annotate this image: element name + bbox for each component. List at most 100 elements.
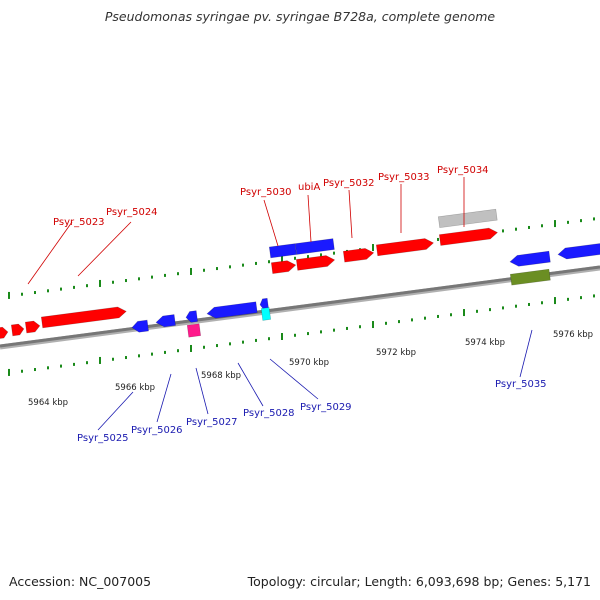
bottom-tick-mark	[86, 361, 88, 365]
gene-arrow[interactable]	[10, 323, 25, 337]
bottom-tick-mark	[8, 368, 10, 376]
gene-leader-line	[237, 362, 264, 407]
gene-arrow[interactable]	[131, 319, 149, 333]
bottom-tick-mark	[554, 297, 556, 305]
gene-label-Psyr_5023[interactable]: Psyr_5023	[53, 217, 105, 228]
bottom-tick-mark	[255, 338, 257, 342]
gene-arrow[interactable]	[438, 227, 499, 246]
ruler-label: 5968 kbp	[201, 371, 241, 381]
top-tick-mark	[320, 253, 322, 257]
gene-leader-line	[27, 221, 73, 285]
bottom-tick-mark	[593, 294, 595, 298]
gene-arrow[interactable]	[206, 301, 258, 319]
top-tick-mark	[8, 291, 10, 299]
gene-arrow[interactable]	[155, 314, 176, 328]
top-tick-mark	[190, 267, 192, 275]
bottom-tick-mark	[567, 297, 569, 301]
top-tick-mark	[164, 273, 166, 277]
gene-arrow[interactable]	[509, 250, 551, 267]
bottom-tick-mark	[73, 362, 75, 366]
gene-label-Psyr_5030[interactable]: Psyr_5030	[240, 187, 292, 198]
bottom-tick-mark	[346, 326, 348, 330]
gene-label-Psyr_5024[interactable]: Psyr_5024	[106, 207, 158, 218]
top-tick-mark	[567, 220, 569, 224]
bottom-tick-mark	[125, 356, 127, 360]
gene-leader-line	[307, 194, 312, 243]
bottom-tick-mark	[138, 354, 140, 358]
top-tick-mark	[73, 285, 75, 289]
top-tick-mark	[372, 244, 374, 252]
top-tick-mark	[47, 289, 49, 293]
bottom-tick-mark	[190, 344, 192, 352]
top-tick-mark	[580, 219, 582, 223]
bottom-tick-mark	[528, 302, 530, 306]
bottom-tick-mark	[424, 316, 426, 320]
bottom-tick-mark	[281, 333, 283, 341]
bottom-tick-mark	[268, 337, 270, 341]
top-tick-mark	[515, 227, 517, 231]
bottom-tick-mark	[164, 350, 166, 354]
gene-arrow[interactable]	[40, 306, 127, 329]
gene-label-ubiA[interactable]: ubiA	[298, 182, 320, 193]
gene-label-Psyr_5035[interactable]: Psyr_5035	[495, 379, 547, 390]
bottom-tick-mark	[476, 309, 478, 313]
gene-box[interactable]	[294, 238, 335, 255]
bottom-tick-mark	[489, 308, 491, 312]
gene-arrow[interactable]	[342, 247, 375, 263]
accession-label: Accession: NC_007005	[9, 574, 152, 589]
gene-leader-line	[519, 329, 533, 378]
bottom-tick-mark	[60, 364, 62, 368]
gene-label-Psyr_5032[interactable]: Psyr_5032	[323, 178, 375, 189]
gene-leader-line	[77, 221, 132, 277]
gene-arrow[interactable]	[295, 254, 336, 271]
top-tick-mark	[21, 292, 23, 296]
bottom-tick-mark	[216, 344, 218, 348]
top-tick-mark	[125, 279, 127, 283]
gene-arrow[interactable]	[259, 297, 269, 311]
ruler-label: 5972 kbp	[376, 348, 416, 358]
gene-label-Psyr_5026[interactable]: Psyr_5026	[131, 425, 183, 436]
gene-arrow[interactable]	[24, 320, 41, 334]
top-tick-mark	[229, 265, 231, 269]
gene-leader-line	[97, 391, 134, 431]
gene-arrow[interactable]	[557, 242, 600, 260]
gene-box[interactable]	[509, 268, 551, 286]
top-tick-mark	[541, 224, 543, 228]
top-tick-mark	[151, 275, 153, 279]
gene-box[interactable]	[437, 208, 498, 228]
gene-arrow[interactable]	[375, 237, 435, 257]
bottom-tick-mark	[463, 309, 465, 317]
bottom-tick-mark	[541, 301, 543, 305]
gene-arrow[interactable]	[0, 326, 9, 340]
gene-label-Psyr_5034[interactable]: Psyr_5034	[437, 165, 489, 176]
gene-label-Psyr_5029[interactable]: Psyr_5029	[300, 402, 352, 413]
gene-arrow[interactable]	[270, 260, 297, 274]
top-tick-mark	[34, 291, 36, 295]
top-tick-mark	[307, 255, 309, 259]
gene-label-Psyr_5028[interactable]: Psyr_5028	[243, 408, 295, 419]
ruler-label: 5966 kbp	[115, 383, 155, 393]
gene-box[interactable]	[260, 307, 272, 321]
gene-label-Psyr_5027[interactable]: Psyr_5027	[186, 417, 238, 428]
bottom-tick-mark	[203, 345, 205, 349]
ruler-label: 5964 kbp	[28, 398, 68, 408]
gene-label-Psyr_5025[interactable]: Psyr_5025	[77, 433, 129, 444]
bottom-tick-mark	[502, 306, 504, 310]
top-tick-mark	[99, 279, 101, 287]
top-tick-mark	[242, 263, 244, 267]
gene-label-Psyr_5033[interactable]: Psyr_5033	[378, 172, 430, 183]
gene-box[interactable]	[186, 323, 202, 338]
bottom-tick-mark	[47, 366, 49, 370]
map-title: Pseudomonas syringae pv. syringae B728a,…	[104, 9, 496, 24]
gene-box[interactable]	[268, 243, 297, 259]
top-tick-mark	[502, 229, 504, 233]
gene-leader-line	[156, 373, 172, 423]
bottom-tick-mark	[515, 304, 517, 308]
bottom-tick-mark	[385, 321, 387, 325]
ruler-label: 5976 kbp	[553, 330, 593, 340]
bottom-tick-mark	[398, 320, 400, 324]
top-tick-mark	[294, 256, 296, 260]
gene-arrow[interactable]	[185, 310, 198, 323]
bottom-tick-mark	[333, 328, 335, 332]
top-tick-mark	[203, 268, 205, 272]
